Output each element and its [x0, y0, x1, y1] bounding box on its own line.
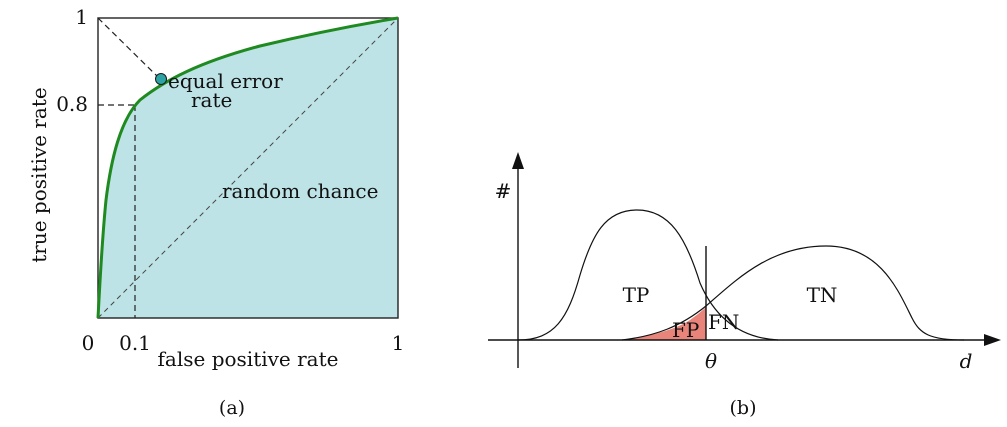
x-tick-mid: 0.1 — [119, 331, 151, 355]
caption-b: (b) — [730, 397, 757, 419]
y-tick-top: 1 — [75, 5, 88, 29]
eer-line — [97, 17, 162, 81]
negative-distribution-curve — [621, 245, 965, 341]
fn-label: FN — [708, 310, 739, 334]
eer-label-line1: equal error — [168, 69, 283, 93]
roc-y-axis-label: true positive rate — [27, 87, 51, 262]
dist-x-axis-label: d — [960, 349, 973, 373]
x-tick-right: 1 — [392, 331, 405, 355]
fp-region — [622, 307, 706, 340]
y-axis-arrow — [512, 152, 524, 169]
x-tick-zero: 0 — [82, 331, 95, 355]
roc-x-axis-label: false positive rate — [158, 347, 339, 371]
roc-curve — [96, 16, 399, 319]
tn-label: TN — [807, 283, 838, 307]
positive-distribution-curve — [517, 209, 779, 341]
eer-label-line2: rate — [191, 88, 232, 112]
tp-label: TP — [623, 283, 650, 307]
roc-frame — [97, 17, 399, 319]
eer-point — [155, 73, 167, 85]
random-chance-line — [97, 17, 399, 319]
x-axis-arrow — [984, 334, 1001, 346]
dist-y-axis-label: # — [495, 179, 512, 203]
fp-label: FP — [672, 318, 699, 342]
random-chance-label: random chance — [222, 179, 378, 203]
y-tick-mid: 0.8 — [56, 92, 88, 116]
distribution-panel: # d θ TP TN FP FN (b) — [488, 152, 1001, 419]
roc-panel: 1 0.8 0 0.1 1 true positive rate false p… — [27, 5, 404, 419]
threshold-label: θ — [705, 349, 717, 373]
caption-a: (a) — [219, 397, 245, 419]
